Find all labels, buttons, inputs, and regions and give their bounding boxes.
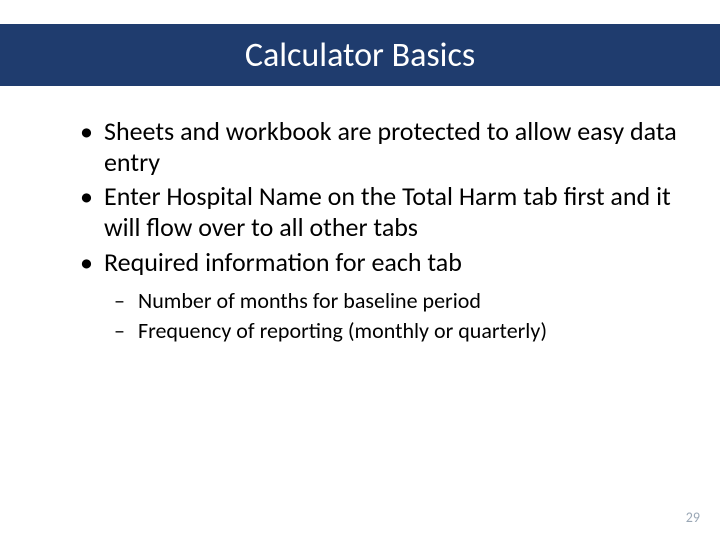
bullet-item: Sheets and workbook are protected to all… [78, 116, 680, 177]
sub-bullet-text: Frequency of reporting (monthly or quart… [138, 317, 547, 344]
sub-bullet-list: Number of months for baseline period Fre… [114, 287, 680, 344]
plus-grid-icon [14, 429, 69, 471]
title-bar: Calculator Basics [0, 24, 720, 86]
bullet-item: Enter Hospital Name on the Total Harm ta… [78, 181, 680, 242]
bullet-text: Required information for each tab [104, 246, 462, 278]
logo-text-line: Kentucky [14, 477, 69, 491]
bullet-text: Sheets and workbook are protected to all… [104, 115, 677, 178]
bullet-text: Enter Hospital Name on the Total Harm ta… [104, 180, 671, 243]
sub-bullet-item: Number of months for baseline period [114, 287, 680, 315]
bullet-list: Sheets and workbook are protected to all… [78, 116, 680, 344]
slide-body: Sheets and workbook are protected to all… [78, 116, 680, 348]
page-number: 29 [686, 509, 700, 526]
sub-bullet-text: Number of months for baseline period [138, 287, 481, 314]
slide-title: Calculator Basics [245, 35, 475, 76]
logo-text-line: Association [14, 504, 69, 518]
sub-bullet-item: Frequency of reporting (monthly or quart… [114, 317, 680, 345]
logo-text-line: Hospital [14, 490, 69, 504]
org-logo: Kentucky Hospital Association [14, 429, 69, 518]
bullet-item: Required information for each tab Number… [78, 247, 680, 345]
